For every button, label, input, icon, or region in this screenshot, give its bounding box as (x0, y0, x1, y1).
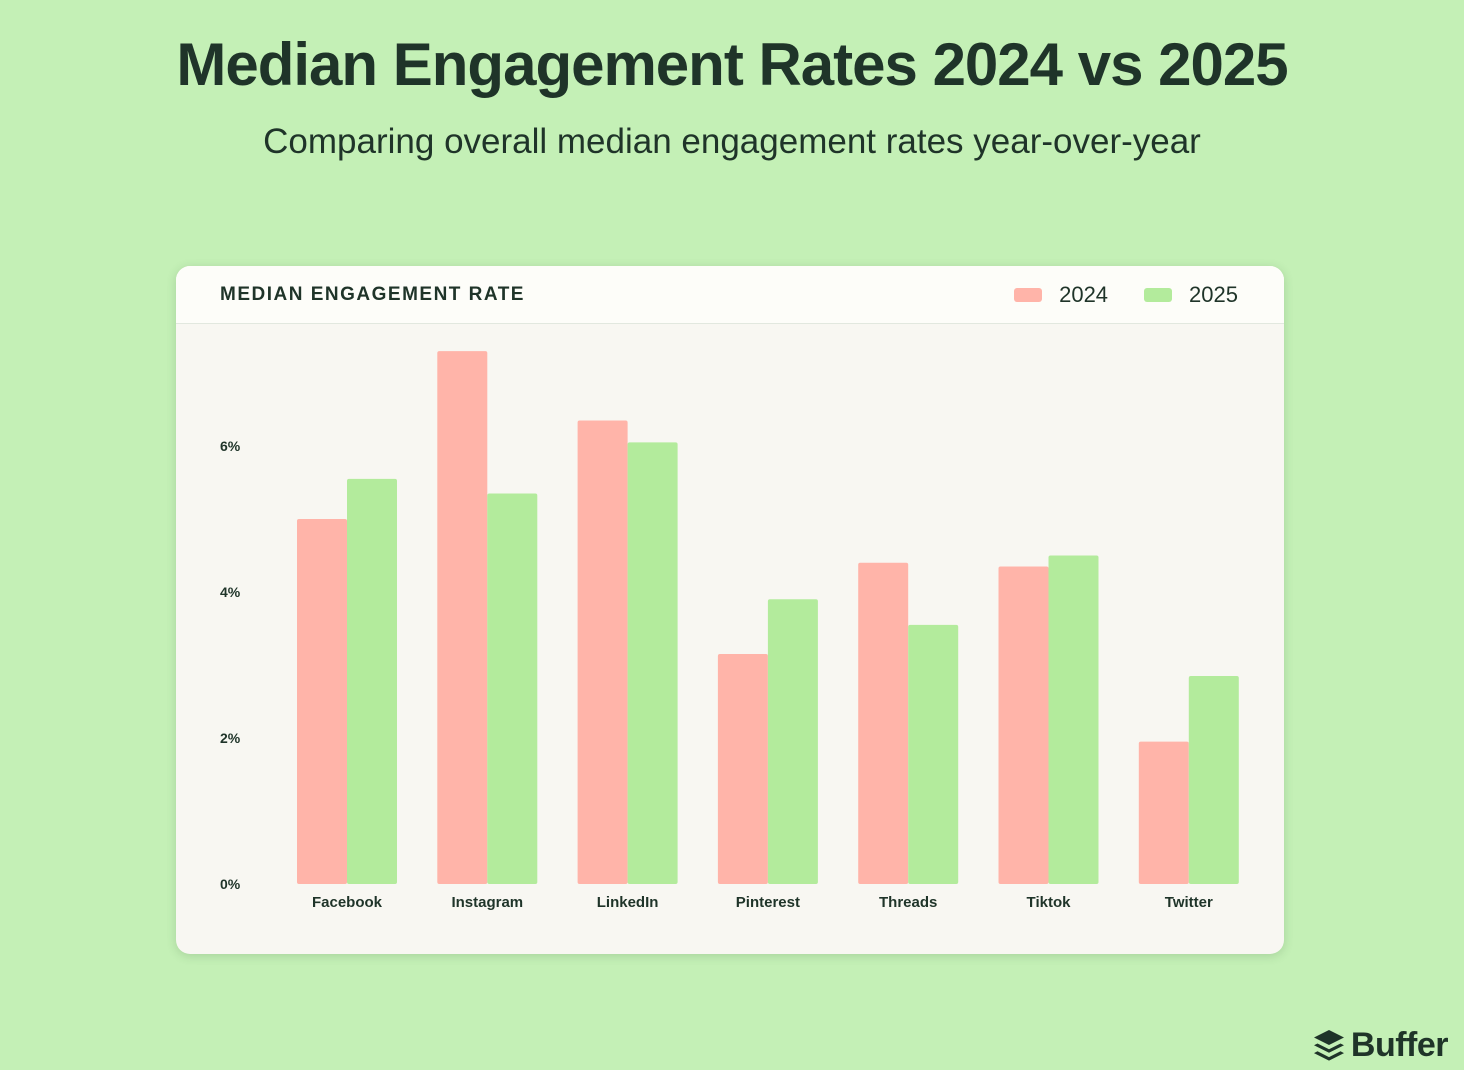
brand-logo: Buffer (1313, 1026, 1449, 1065)
chart-title: MEDIAN ENGAGEMENT RATE (220, 284, 525, 305)
legend-swatch-2024 (1014, 288, 1043, 302)
bar-twitter-2024 (1138, 741, 1189, 884)
x-tick-label: Twitter (1165, 894, 1213, 911)
legend-item-2025: 2025 (1144, 282, 1238, 308)
x-tick-label: Facebook (312, 894, 383, 911)
bar-tiktok-2025 (1048, 555, 1099, 884)
bar-linkedin-2024 (577, 420, 628, 884)
bar-tiktok-2024 (998, 566, 1049, 884)
bar-facebook-2025 (347, 478, 397, 884)
buffer-stack-icon (1313, 1029, 1344, 1061)
x-tick-label: LinkedIn (597, 894, 659, 911)
y-tick-label: 0% (220, 876, 241, 892)
y-tick-label: 6% (220, 438, 241, 454)
bar-chart: 0% 2% 4% 6% Facebook Instagram LinkedIn Pintere… (220, 351, 1239, 911)
bar-instagram-2025 (487, 493, 538, 884)
y-tick-label: 2% (220, 730, 241, 746)
bar-pinterest-2024 (717, 654, 768, 884)
legend-swatch-2025 (1144, 288, 1173, 302)
x-tick-label: Instagram (451, 894, 523, 911)
bar-instagram-2024 (437, 351, 488, 885)
x-tick-label: Pinterest (736, 894, 800, 911)
x-tick-label: Tiktok (1027, 894, 1072, 911)
legend-label-2025: 2025 (1189, 282, 1238, 307)
bar-threads-2024 (858, 562, 909, 884)
chart-card: MEDIAN ENGAGEMENT RATE 2024 2025 0% 2% 4% 6… (176, 266, 1284, 954)
legend-item-2024: 2024 (1014, 282, 1108, 308)
brand-name: Buffer (1350, 1026, 1449, 1064)
chart-legend: 2024 2025 (978, 282, 1238, 308)
bar-linkedin-2025 (627, 442, 678, 884)
bar-facebook-2024 (297, 519, 347, 884)
page-title: Median Engagement Rates 2024 vs 2025 (176, 31, 1288, 98)
legend-label-2024: 2024 (1059, 282, 1109, 307)
bar-threads-2025 (908, 624, 959, 884)
bar-pinterest-2025 (767, 599, 818, 884)
page-subtitle: Comparing overall median engagement rate… (263, 122, 1201, 161)
x-tick-label: Threads (879, 894, 937, 911)
bar-twitter-2025 (1188, 675, 1239, 884)
chart-card-header: MEDIAN ENGAGEMENT RATE 2024 2025 (176, 266, 1284, 324)
y-tick-label: 4% (220, 584, 241, 600)
